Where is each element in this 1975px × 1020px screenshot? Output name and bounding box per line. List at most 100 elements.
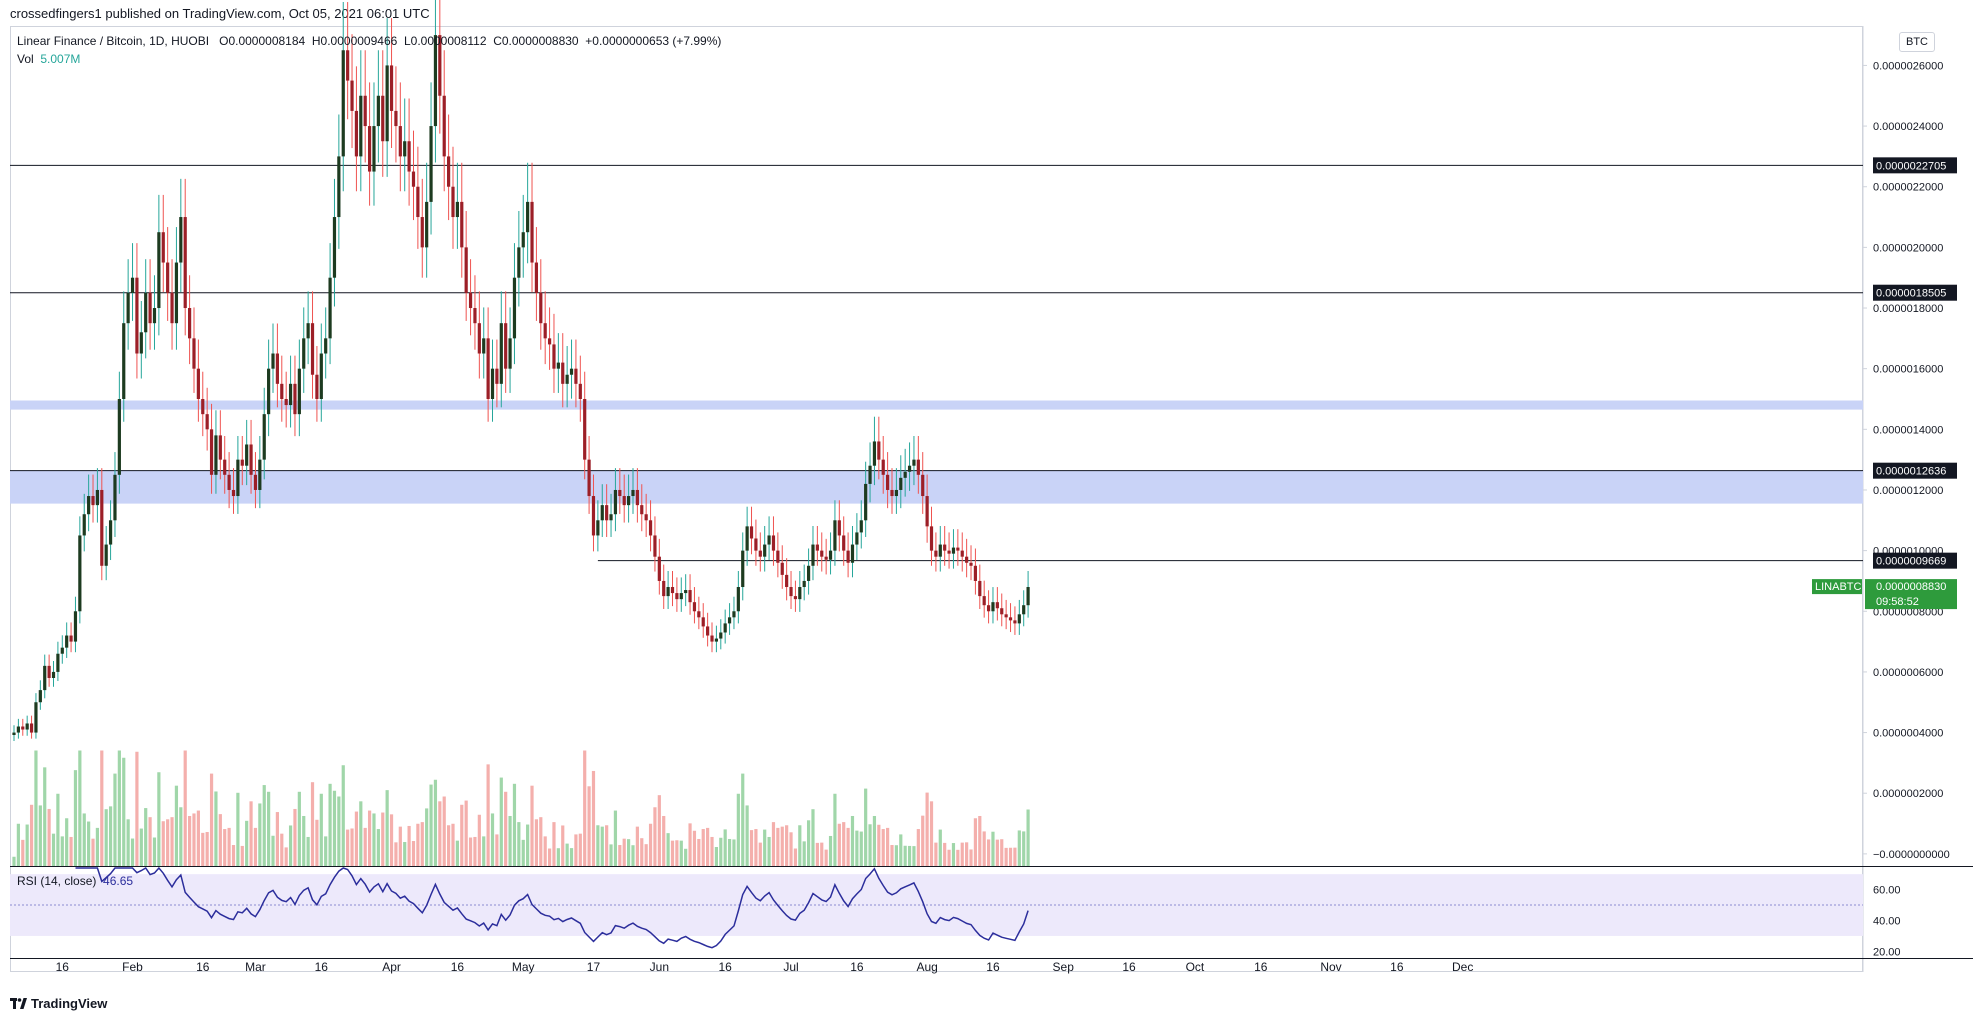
volume-bar (547, 848, 552, 866)
volume-label[interactable]: Vol (17, 52, 34, 66)
candle-body (600, 505, 604, 521)
ohlc-legend: Linear Finance / Bitcoin, 1D, HUOBI O0.0… (17, 34, 721, 48)
low-label: L (403, 34, 411, 48)
date-tick-label: May (512, 960, 535, 974)
volume-bar (947, 849, 951, 866)
price-tick-label: 0.0000024000 (1873, 121, 1943, 133)
volume-bar (978, 815, 982, 866)
volume-bar (144, 808, 148, 866)
candle-body (416, 186, 420, 218)
volume-bar (284, 847, 288, 866)
volume-bar (398, 826, 402, 866)
candle-body (367, 126, 372, 172)
rsi-tick-label: 60.00 (1873, 885, 1901, 897)
price-tick-label: 0.0000012000 (1873, 485, 1943, 497)
candle-body (174, 262, 179, 324)
date-tick-label: Apr (382, 960, 401, 974)
candle-body (34, 702, 38, 733)
volume-bar (354, 811, 359, 866)
candle-body (258, 459, 262, 490)
date-tick-label: 17 (587, 960, 601, 974)
candle-body (789, 587, 793, 597)
close-value: 0.0000008830 (501, 34, 579, 48)
candle-body (587, 459, 591, 497)
rsi-label[interactable]: RSI (14, close) (17, 874, 97, 888)
volume-bar (692, 830, 697, 866)
date-tick-label: 16 (56, 960, 70, 974)
volume-bar (69, 836, 73, 866)
candle-body (688, 590, 692, 603)
candle-body (662, 580, 666, 597)
candle-body (205, 414, 209, 430)
volume-bar (174, 785, 179, 866)
candle-body (986, 605, 991, 612)
volume-bar (47, 808, 51, 866)
volume-bar (846, 827, 850, 866)
volume-bar (34, 750, 38, 866)
date-tick-label: 16 (315, 960, 329, 974)
candle-body (315, 374, 319, 399)
volume-bar (894, 845, 898, 866)
candle-body (51, 671, 56, 678)
candle-body (938, 544, 942, 557)
candle-body (425, 201, 429, 248)
volume-bar (227, 827, 231, 866)
volume-bar (188, 815, 192, 866)
change-value: +0.0000000653 (+7.99%) (585, 34, 722, 48)
volume-bar (100, 750, 104, 866)
volume-bar (95, 827, 100, 866)
candle-body (236, 459, 240, 497)
volume-bar (640, 838, 644, 866)
volume-bar (657, 795, 661, 866)
candle-body (556, 362, 560, 369)
candle-body (359, 95, 363, 157)
volume-bar (969, 849, 973, 866)
volume-bar (16, 823, 20, 866)
candle-body (60, 647, 64, 654)
volume-bar (152, 837, 157, 866)
date-tick-label: Aug (916, 960, 937, 974)
volume-bar (688, 823, 692, 866)
candle-body (736, 587, 740, 612)
volume-bar (675, 840, 679, 866)
candle-body (534, 262, 539, 293)
candle-body (293, 383, 297, 415)
volume-bar (565, 843, 569, 866)
high-label: H (311, 34, 321, 48)
candle-body (539, 292, 543, 324)
candle-body (25, 723, 29, 730)
volume-bar (749, 830, 754, 866)
volume-bar (697, 838, 701, 866)
symbol-tag-label: LINABTC (1815, 581, 1862, 593)
volume-bar (627, 839, 631, 866)
candle-body (354, 110, 359, 157)
volume-bar (157, 772, 161, 866)
support-zone-0 (10, 400, 1863, 410)
volume-bar (754, 829, 758, 866)
level-tag-label-1: 0.0000018505 (1876, 288, 1946, 300)
candle-body (850, 544, 855, 563)
candle-body (547, 338, 552, 345)
volume-bar (653, 807, 657, 866)
candle-body (710, 635, 714, 642)
candle-body (332, 217, 337, 278)
date-tick-label: Nov (1320, 960, 1341, 974)
volume-bar (828, 835, 833, 866)
candle-body (833, 520, 837, 551)
candle-body (385, 65, 389, 142)
volume-bar (275, 812, 279, 866)
volume-bar (447, 825, 451, 866)
candle-body (12, 732, 16, 735)
rsi-line (75, 866, 1029, 949)
volume-bar (701, 829, 705, 866)
volume-bar (139, 828, 143, 866)
candle-body (411, 171, 416, 187)
currency-button[interactable]: BTC (1899, 32, 1935, 52)
symbol-name[interactable]: Linear Finance / Bitcoin, 1D, HUOBI (17, 34, 210, 48)
volume-bar (451, 823, 455, 866)
candle-body (828, 550, 833, 560)
price-tick-label: 0.0000004000 (1873, 728, 1943, 740)
volume-bar (29, 804, 34, 866)
volume-bar (1017, 830, 1021, 866)
